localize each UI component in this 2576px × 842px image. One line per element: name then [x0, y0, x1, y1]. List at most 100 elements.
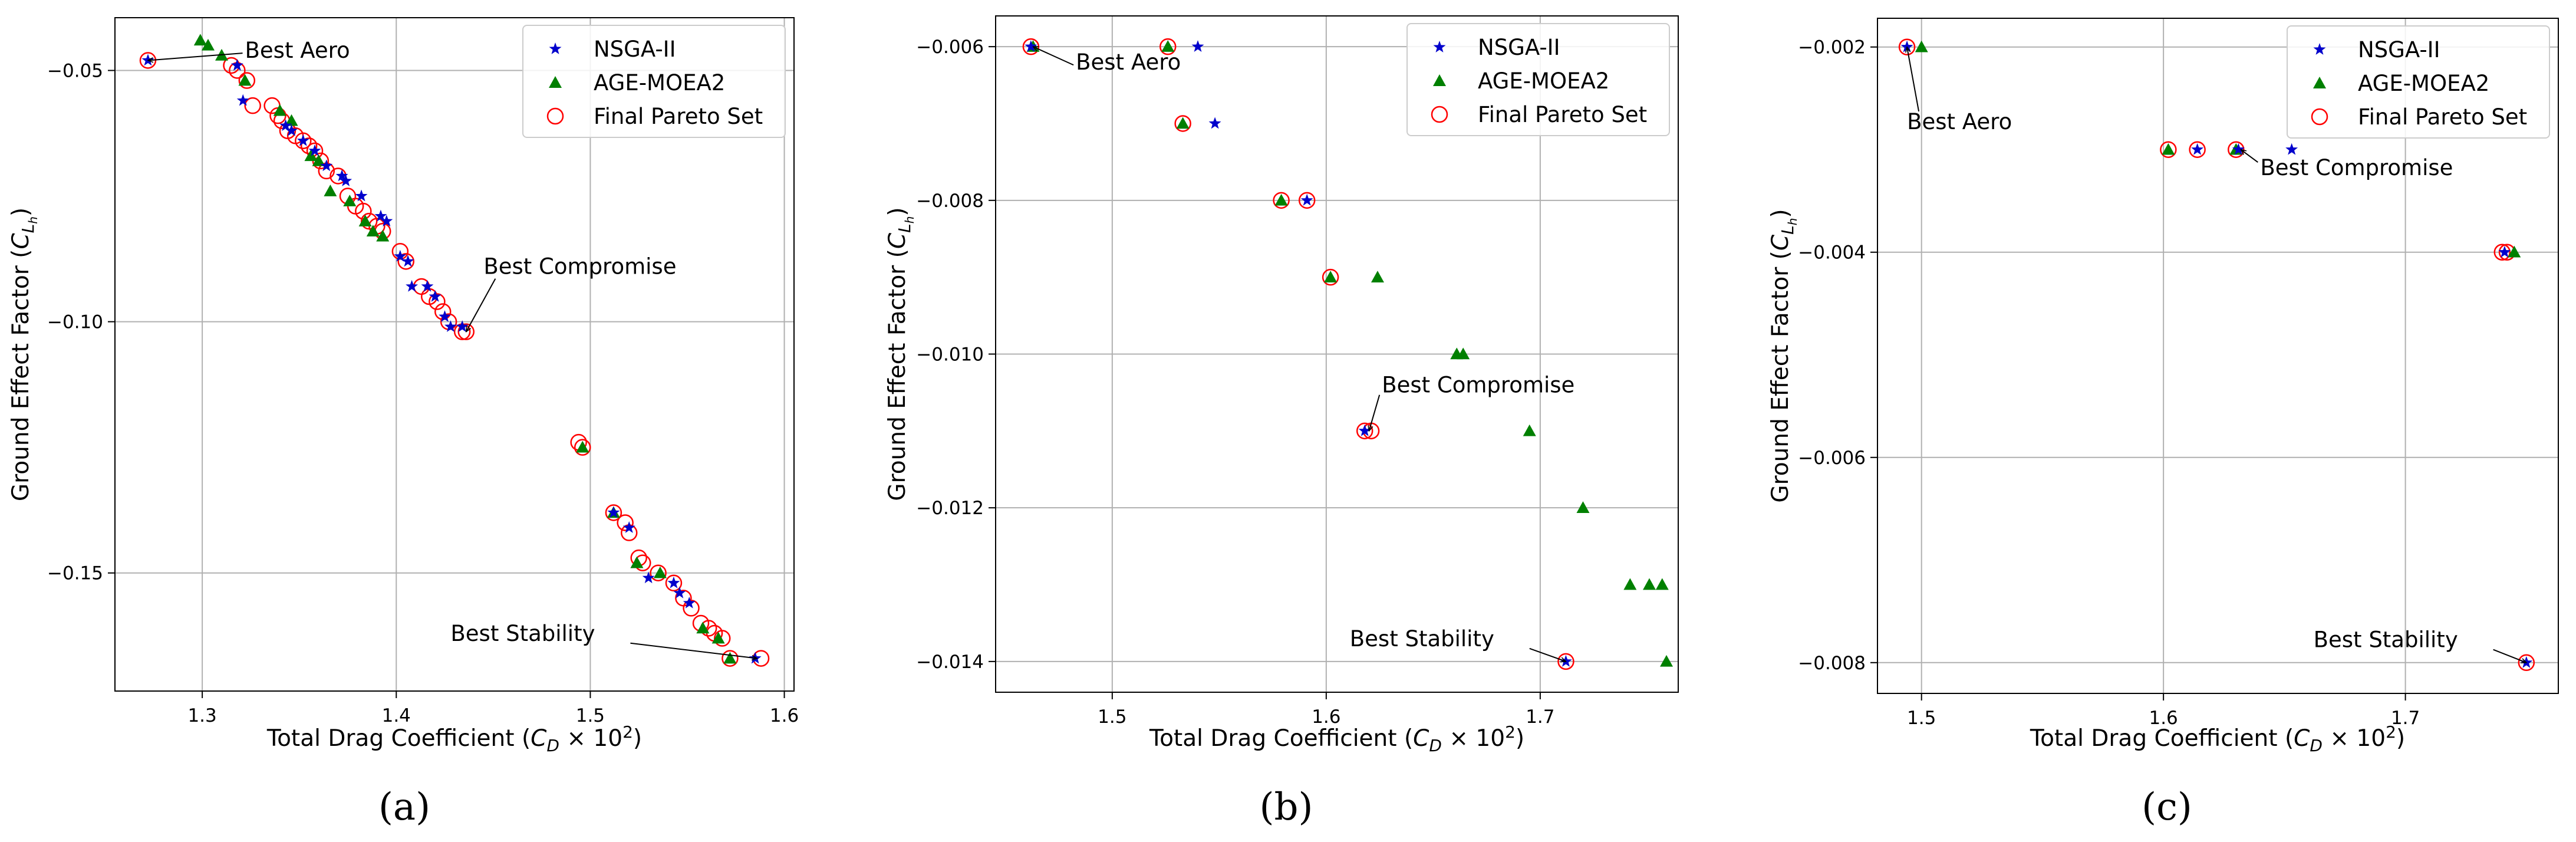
y-tick-label: −0.006	[1798, 448, 1866, 469]
y-tick-label: −0.006	[916, 37, 984, 58]
y-tick-label: −0.15	[47, 563, 103, 584]
annotation-best-compromise: Best Compromise	[483, 254, 676, 279]
nsga-ii-point	[2498, 245, 2511, 258]
y-tick-label: −0.10	[47, 312, 103, 333]
legend: NSGA-II AGE-MOEA2 Final Pareto Set	[522, 25, 786, 138]
pareto-point	[713, 630, 731, 647]
nsga-ii-point	[2285, 143, 2298, 155]
pareto-point	[1898, 38, 1916, 55]
y-tick-label: −0.002	[1798, 37, 1866, 58]
nsga-ii-point	[320, 159, 333, 172]
age-moea2-point	[1457, 347, 1470, 360]
age-moea2-point	[201, 38, 215, 51]
panel-label: (b)	[1260, 785, 1313, 829]
age-moea2-point	[1523, 424, 1536, 436]
chart-panel-2: 1.5 1.6 1.7 −0.006 −0.008 −0.010 −0.012 −0.014 B…	[884, 15, 1679, 829]
annotation-best-compromise: Best Compromise	[2260, 155, 2453, 180]
age-moea2-point	[1161, 40, 1175, 52]
nsga-ii-point	[394, 249, 407, 262]
legend-star-marker	[549, 42, 562, 54]
legend-label: Final Pareto Set	[1478, 102, 1647, 127]
x-tick-label: 1.5	[1907, 708, 1936, 729]
panel-label: (a)	[378, 785, 430, 829]
annotation-best-aero: Best Aero	[1076, 50, 1181, 75]
annotation-arrow	[148, 52, 243, 60]
age-moea2-point	[1324, 271, 1338, 282]
age-moea2-point	[273, 104, 286, 116]
legend-label: NSGA-II	[2358, 37, 2440, 63]
annotation-best-stability: Best Stability	[2314, 627, 2458, 653]
nsga-ii-point	[374, 209, 387, 222]
age-moea2-point	[1623, 578, 1637, 590]
plot-frame	[995, 15, 1679, 693]
nsga-ii-point	[2191, 143, 2204, 155]
pareto-point	[683, 600, 700, 617]
nsga-ii-point	[439, 310, 451, 322]
nsga-ii-point	[355, 189, 368, 202]
nsga-ii-point	[297, 134, 309, 146]
x-tick-label: 1.6	[2149, 708, 2178, 729]
nsga-ii-point	[456, 320, 469, 332]
y-tick-label: −0.010	[916, 344, 984, 366]
nsga-ii-point	[1025, 40, 1037, 52]
pareto-point	[397, 253, 414, 270]
nsga-ii-point	[1900, 40, 1913, 52]
nsga-ii-point	[429, 290, 442, 302]
legend-label: NSGA-II	[1478, 35, 1560, 60]
annotation-best-aero: Best Aero	[245, 38, 350, 63]
y-tick-label: −0.014	[916, 652, 984, 673]
pareto-point	[2160, 141, 2177, 158]
legend-label: Final Pareto Set	[2358, 104, 2527, 130]
legend-label: AGE-MOEA2	[1478, 68, 1609, 94]
pareto-point	[2189, 141, 2206, 158]
age-moea2-point	[696, 621, 710, 634]
chart-panel-3: 1.5 1.6 1.7 −0.002 −0.004 −0.006 −0.008 Best Ae…	[1767, 18, 2559, 829]
age-moea2-point	[193, 34, 207, 46]
pareto-point	[295, 132, 312, 150]
age-moea2-point	[358, 215, 372, 226]
age-moea2-point	[1576, 501, 1590, 513]
pareto-point	[238, 72, 256, 89]
x-tick-label: 1.3	[187, 705, 216, 726]
annotation-arrow	[2493, 649, 2526, 663]
pareto-point	[1159, 38, 1177, 55]
age-moea2-point	[653, 566, 667, 578]
x-tick-label: 1.5	[1098, 706, 1126, 728]
pareto-point	[1298, 192, 1316, 209]
nsga-ii-point	[340, 175, 353, 186]
plot-frame	[114, 17, 795, 692]
nsga-ii-point	[406, 279, 419, 292]
annotation-best-stability: Best Stability	[450, 621, 595, 646]
annotation-arrow	[2241, 150, 2258, 163]
nsga-ii-point	[683, 596, 696, 609]
age-moea2-point	[238, 74, 252, 86]
nsga-ii-point	[673, 586, 686, 598]
pareto-point	[1174, 115, 1191, 132]
legend-triangle-marker	[1433, 74, 1446, 86]
pareto-point	[665, 574, 683, 592]
nsga-ii-point	[285, 124, 298, 136]
annotation-arrow	[466, 278, 496, 332]
legend-label: NSGA-II	[594, 37, 676, 62]
legend-circle-marker	[2311, 108, 2328, 126]
x-tick-label: 1.6	[770, 705, 799, 726]
pareto-point	[605, 504, 622, 521]
nsga-ii-point	[279, 119, 292, 131]
age-moea2-point	[630, 556, 644, 568]
x-tick-label: 1.4	[382, 705, 411, 726]
pareto-point	[429, 293, 446, 310]
y-axis-label: Ground Effect Factor (CLh)	[8, 208, 40, 501]
annotation-best-compromise: Best Compromise	[1382, 373, 1574, 398]
legend-box	[522, 25, 786, 138]
legend-circle-marker	[546, 107, 564, 125]
x-tick-label: 1.5	[576, 705, 605, 726]
legend-triangle-marker	[2313, 77, 2326, 88]
y-tick-label: −0.004	[1798, 242, 1866, 264]
pareto-point	[2518, 654, 2535, 672]
nsga-ii-point	[667, 576, 680, 588]
nsga-ii-point	[236, 94, 249, 106]
age-moea2-point	[312, 154, 325, 166]
legend-triangle-marker	[549, 76, 562, 88]
nsga-ii-point	[335, 169, 348, 182]
pareto-point	[574, 439, 591, 456]
